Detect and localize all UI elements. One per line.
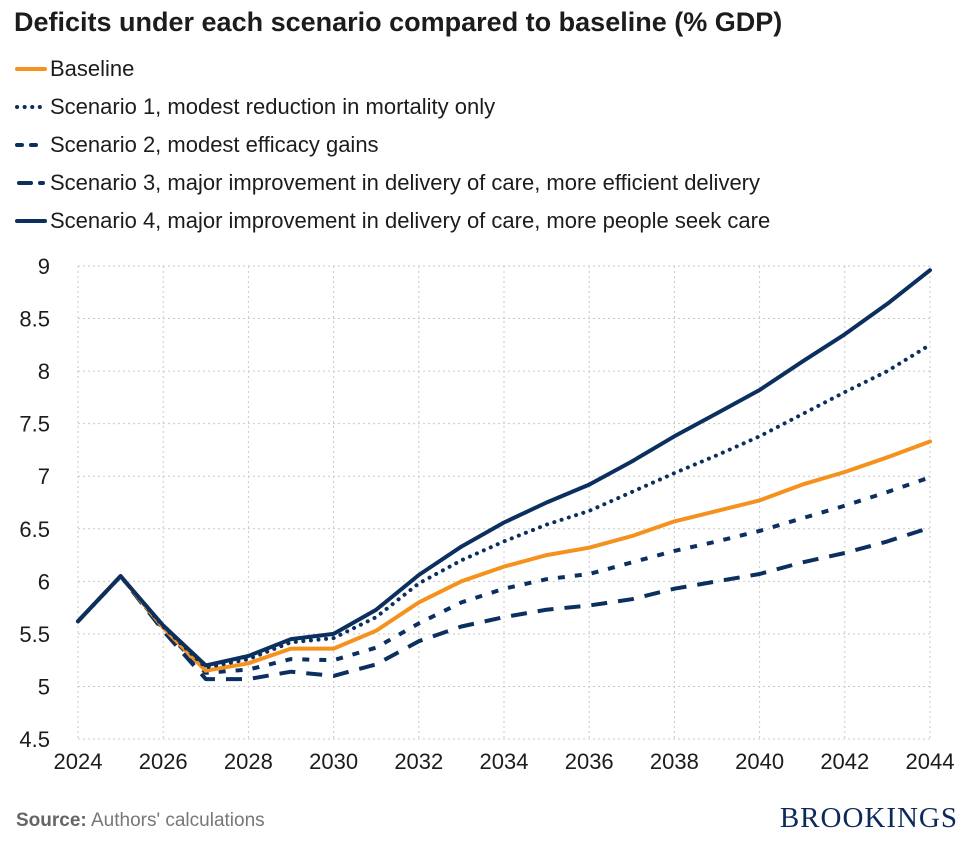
x-tick-label: 2028 [224,749,273,774]
y-tick-label: 7 [38,464,50,489]
x-tick-label: 2036 [565,749,614,774]
legend-item-scenario-2: Scenario 2, modest efficacy gains [14,126,964,164]
legend-swatch-solid-icon [15,219,47,223]
source-text: Authors' calculations [90,810,265,831]
legend: Baseline Scenario 1, modest reduction in… [14,50,964,240]
x-tick-label: 2042 [820,749,869,774]
x-tick-label: 2024 [54,749,103,774]
series-line-baseline [76,439,932,673]
legend-swatch-short-dash-icon [15,143,47,147]
legend-item-scenario-3: Scenario 3, major improvement in deliver… [14,164,964,202]
y-tick-label: 9 [38,254,50,279]
x-tick-label: 2044 [906,749,955,774]
legend-swatch-long-dash-icon [17,181,45,185]
source-note: Source: Authors' calculations [16,810,265,832]
series-line-scenario-3 [76,525,931,682]
y-tick-label: 5.5 [19,622,50,647]
y-tick-label: 8 [38,359,50,384]
brookings-logo: BROOKINGS [779,802,958,834]
x-tick-label: 2032 [394,749,443,774]
line-chart: 4.5 5 5.5 6 6.5 7 7.5 8 8.5 9 2024 2026 2028 2030 2032… [19,254,954,774]
x-tick-label: 2040 [735,749,784,774]
y-tick-label: 6 [38,569,50,594]
legend-item-scenario-1: Scenario 1, modest reduction in mortalit… [14,88,964,126]
legend-label-scenario-3: Scenario 3, major improvement in deliver… [50,170,761,195]
legend-item-scenario-4: Scenario 4, major improvement in deliver… [14,202,964,240]
grid-lines [77,265,931,740]
legend-label-scenario-2: Scenario 2, modest efficacy gains [50,132,379,157]
series-line-scenario-2 [76,475,931,675]
series-line-scenario-1 [76,342,932,670]
x-tick-label: 2038 [650,749,699,774]
legend-swatch-baseline-icon [15,67,47,71]
y-tick-label: 4.5 [19,727,50,752]
y-tick-label: 7.5 [19,412,50,437]
legend-item-baseline: Baseline [14,50,964,88]
axis-tick-labels: 4.5 5 5.5 6 6.5 7 7.5 8 8.5 9 2024 2026 2028 2030 2032… [19,254,954,774]
source-label: Source: [16,810,87,831]
y-tick-label: 6.5 [19,517,50,542]
x-tick-label: 2026 [139,749,188,774]
legend-label-scenario-1: Scenario 1, modest reduction in mortalit… [50,94,496,119]
x-tick-label: 2034 [480,749,529,774]
legend-label-scenario-4: Scenario 4, major improvement in deliver… [50,208,771,233]
chart-title: Deficits under each scenario compared to… [14,7,783,37]
y-tick-label: 8.5 [19,307,50,332]
y-tick-label: 5 [38,674,50,699]
legend-swatch-dotted-icon [15,105,47,109]
series-line-scenario-4 [76,268,932,668]
series-lines [76,268,932,682]
legend-label-baseline: Baseline [50,56,135,81]
x-tick-label: 2030 [309,749,358,774]
